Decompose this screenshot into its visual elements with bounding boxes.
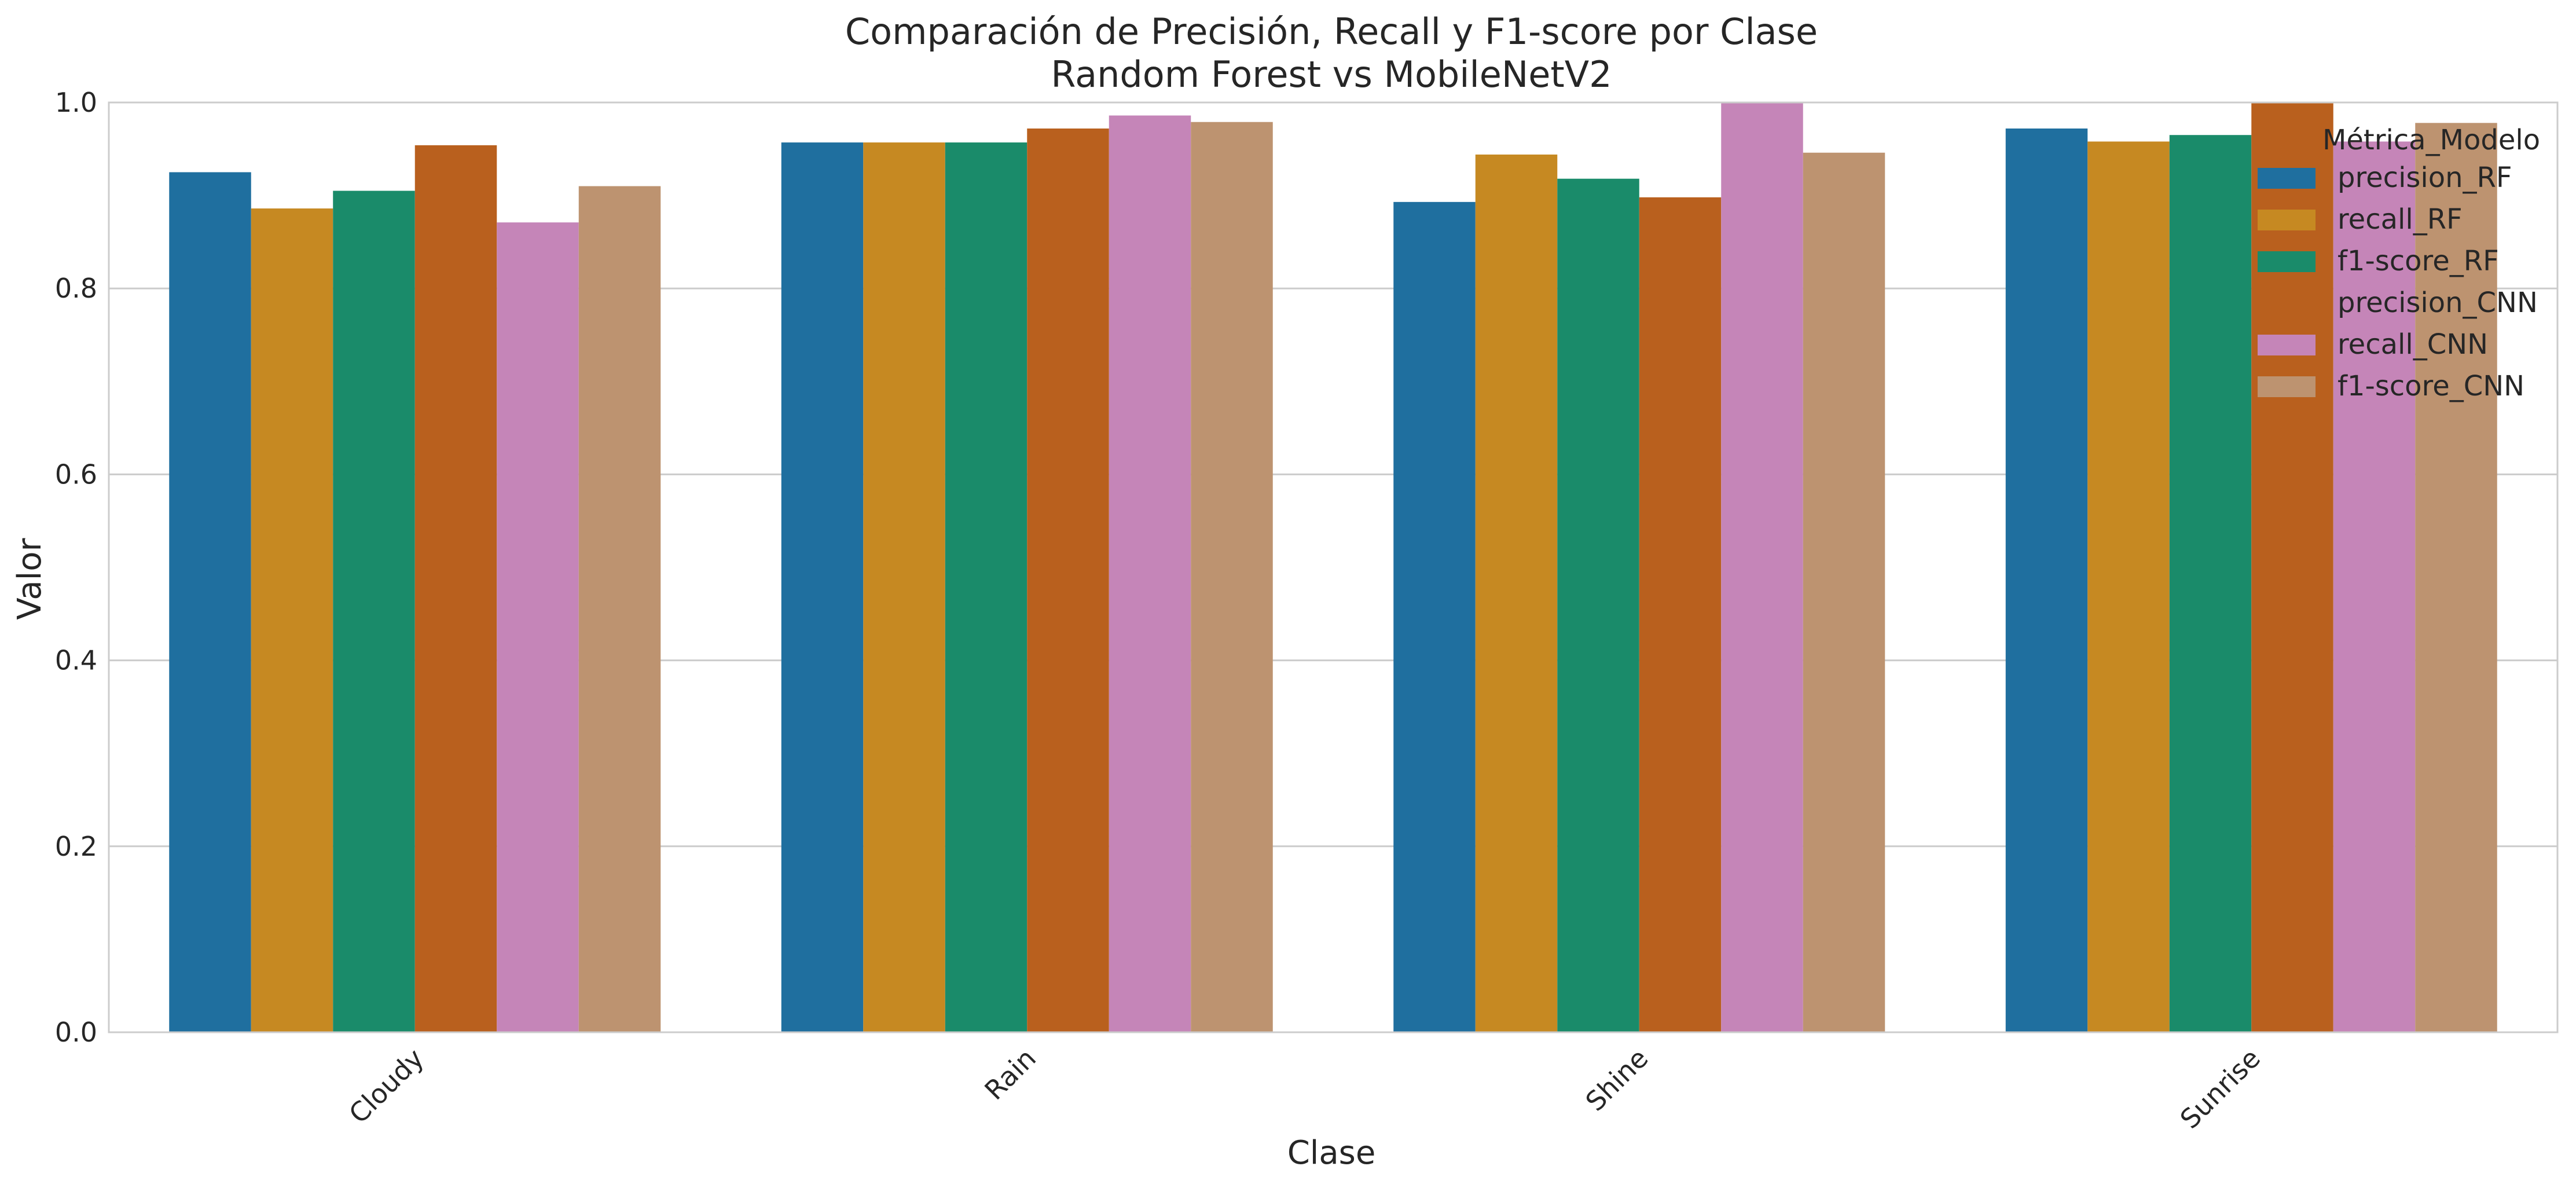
legend-label: recall_CNN — [2338, 328, 2488, 361]
bar-recall_RF-shine — [1475, 154, 1558, 1032]
bar-f1-score_CNN-sunrise — [2415, 123, 2497, 1032]
legend: Métrica_Modelo precision_RF recall_RF f1-s… — [2258, 124, 2540, 402]
bar-precision_RF-sunrise — [2005, 128, 2088, 1032]
legend-swatch — [2258, 251, 2316, 272]
bar-precision_RF-rain — [781, 142, 864, 1033]
x-axis-label: Clase — [1287, 1134, 1376, 1172]
bar-precision_CNN-shine — [1639, 197, 1722, 1032]
y-tick-labels: 0.0 0.2 0.4 0.6 0.8 1.0 — [55, 87, 97, 1048]
bar-f1-score_CNN-cloudy — [578, 186, 661, 1032]
bar-precision_RF-shine — [1393, 201, 1476, 1032]
plot-frame — [108, 101, 2559, 1033]
legend-swatch — [2258, 168, 2316, 189]
bar-f1-score_RF-cloudy — [333, 190, 415, 1032]
y-tick-label: 0.8 — [55, 273, 97, 304]
bars-group — [169, 102, 2497, 1033]
bar-precision_CNN-cloudy — [414, 145, 497, 1033]
legend-label: f1-score_RF — [2338, 245, 2499, 277]
bar-recall_RF-rain — [863, 142, 945, 1033]
bar-f1-score_CNN-shine — [1803, 152, 1885, 1032]
legend-label: f1-score_CNN — [2338, 370, 2524, 402]
bar-recall_CNN-rain — [1109, 115, 1191, 1032]
bar-recall_RF-cloudy — [251, 208, 333, 1033]
legend-label: recall_RF — [2338, 203, 2463, 236]
y-tick-label: 1.0 — [55, 87, 97, 118]
y-axis-label: Valor — [11, 537, 49, 619]
bar-recall_RF-sunrise — [2087, 141, 2170, 1032]
legend-label: precision_RF — [2338, 162, 2512, 194]
bar-precision_RF-cloudy — [169, 172, 251, 1033]
bar-f1-score_RF-rain — [945, 142, 1028, 1033]
y-tick-label: 0.2 — [55, 831, 97, 862]
legend-label: precision_CNN — [2338, 287, 2538, 319]
legend-swatch — [2258, 293, 2316, 314]
chart-subtitle: Random Forest vs MobileNetV2 — [1051, 53, 1612, 96]
bar-precision_CNN-sunrise — [2251, 102, 2333, 1032]
bar-f1-score_RF-sunrise — [2169, 135, 2252, 1033]
bar-recall_CNN-sunrise — [2333, 141, 2416, 1032]
bar-f1-score_CNN-rain — [1191, 122, 1273, 1033]
legend-swatch — [2258, 376, 2316, 397]
y-tick-label: 0.4 — [55, 645, 97, 676]
bar-recall_CNN-cloudy — [497, 222, 579, 1032]
chart-title: Comparación de Precisión, Recall y F1-sc… — [845, 10, 1818, 53]
bar-precision_CNN-rain — [1027, 128, 1109, 1032]
bar-recall_CNN-shine — [1721, 102, 1803, 1032]
bar-f1-score_RF-shine — [1557, 178, 1639, 1032]
y-tick-label: 0.6 — [55, 459, 97, 490]
legend-swatch — [2258, 210, 2316, 230]
legend-title: Métrica_Modelo — [2322, 124, 2540, 156]
legend-swatch — [2258, 335, 2316, 355]
y-tick-label: 0.0 — [55, 1017, 97, 1048]
